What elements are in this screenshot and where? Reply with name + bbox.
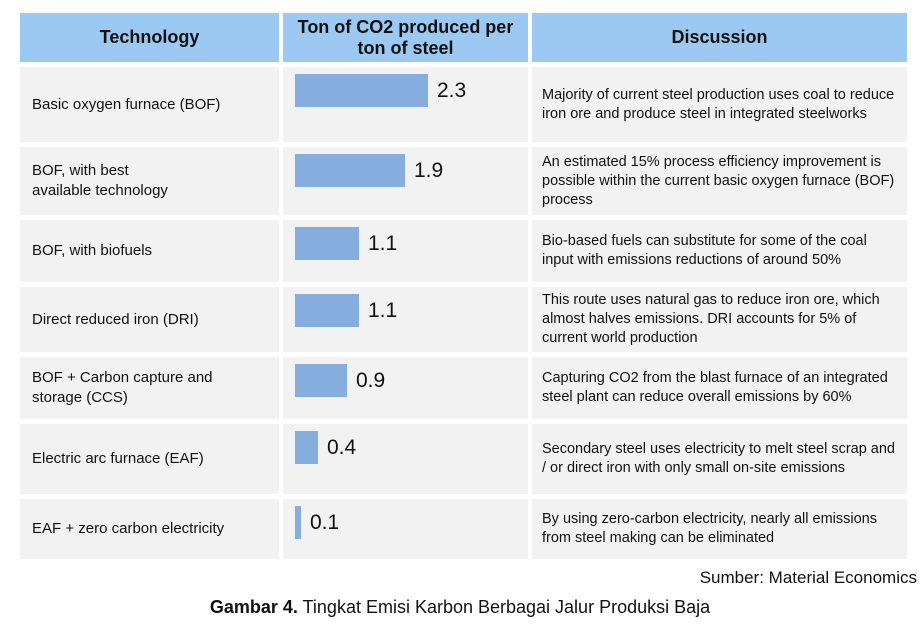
technology-label: BOF + Carbon capture and storage (CCS) <box>32 369 213 406</box>
technology-label: BOF, with biofuels <box>32 242 153 259</box>
table-row-discussion: Majority of current steel production use… <box>532 67 907 142</box>
header-cell-emissions: Ton of CO2 produced per ton of steel <box>283 13 528 62</box>
emission-bar <box>295 431 318 464</box>
bar-group: 1.9 <box>295 154 528 187</box>
technology-label: BOF, with best available technology <box>32 162 168 199</box>
emission-bar <box>295 227 359 260</box>
emission-bar <box>295 294 359 327</box>
emission-bar <box>295 364 347 397</box>
source-attribution: Sumber: Material Economics <box>699 568 917 587</box>
discussion-text: An estimated 15% process efficiency impr… <box>542 153 895 208</box>
table-row-technology: Basic oxygen furnace (BOF) <box>20 67 279 142</box>
bar-value-label: 1.9 <box>414 159 444 182</box>
table-row-technology: BOF, with biofuels <box>20 220 279 282</box>
technology-label: Electric arc furnace (EAF) <box>32 450 204 467</box>
table-row-bar-cell: 0.1 <box>283 499 528 559</box>
table-row-discussion: Secondary steel uses electricity to melt… <box>532 424 907 494</box>
technology-label: EAF + zero carbon electricity <box>32 520 225 537</box>
header-discussion-label: Discussion <box>671 27 768 47</box>
discussion-text: Bio-based fuels can substitute for some … <box>542 233 867 268</box>
bar-value-label: 0.9 <box>356 369 386 392</box>
bar-group: 0.4 <box>295 431 528 464</box>
discussion-text: Secondary steel uses electricity to melt… <box>542 441 895 476</box>
bar-group: 0.9 <box>295 364 528 397</box>
table-row-bar-cell: 1.1 <box>283 287 528 352</box>
emission-bar <box>295 74 428 107</box>
table-row-technology: BOF, with best available technology <box>20 147 279 215</box>
discussion-text: Majority of current steel production use… <box>542 86 895 122</box>
figure-caption: Gambar 4. Tingkat Emisi Karbon Berbagai … <box>0 597 920 618</box>
bar-group: 1.1 <box>295 227 528 260</box>
header-technology-label: Technology <box>99 27 200 47</box>
discussion-text: Capturing CO2 from the blast furnace of … <box>542 370 888 405</box>
table-row-bar-cell: 1.9 <box>283 147 528 215</box>
technology-label: Basic oxygen furnace (BOF) <box>32 95 221 113</box>
bar-value-label: 1.1 <box>368 232 398 255</box>
table-row-bar-cell: 0.9 <box>283 357 528 419</box>
discussion-text: By using zero-carbon electricity, nearly… <box>542 511 877 546</box>
discussion-text: This route uses natural gas to reduce ir… <box>542 292 880 346</box>
table-row-technology: EAF + zero carbon electricity <box>20 499 279 559</box>
emissions-table: Technology Ton of CO2 produced per ton o… <box>20 13 907 559</box>
bar-group: 0.1 <box>295 506 528 539</box>
figure-caption-number: Gambar 4. <box>209 597 298 617</box>
table-row-technology: Direct reduced iron (DRI) <box>20 287 279 352</box>
bar-group: 2.3 <box>295 74 528 107</box>
table-row-discussion: This route uses natural gas to reduce ir… <box>532 287 907 352</box>
table-row-bar-cell: 0.4 <box>283 424 528 494</box>
table-row-bar-cell: 2.3 <box>283 67 528 142</box>
table-row-technology: BOF + Carbon capture and storage (CCS) <box>20 357 279 419</box>
table-row-discussion: Bio-based fuels can substitute for some … <box>532 220 907 282</box>
header-emissions-label: Ton of CO2 produced per ton of steel <box>297 16 514 58</box>
bar-value-label: 0.1 <box>310 511 340 534</box>
bar-value-label: 0.4 <box>327 436 357 459</box>
bar-value-label: 1.1 <box>368 299 398 322</box>
header-cell-discussion: Discussion <box>532 13 907 62</box>
table-row-discussion: Capturing CO2 from the blast furnace of … <box>532 357 907 419</box>
bar-group: 1.1 <box>295 294 528 327</box>
emission-bar <box>295 154 405 187</box>
technology-label: Direct reduced iron (DRI) <box>32 310 199 328</box>
table-row-discussion: By using zero-carbon electricity, nearly… <box>532 499 907 559</box>
bar-value-label: 2.3 <box>437 79 467 102</box>
emission-bar <box>295 506 301 539</box>
figure-caption-title: Tingkat Emisi Karbon Berbagai Jalur Prod… <box>302 597 711 617</box>
table-row-bar-cell: 1.1 <box>283 220 528 282</box>
table-row-technology: Electric arc furnace (EAF) <box>20 424 279 494</box>
header-cell-technology: Technology <box>20 13 279 62</box>
table-row-discussion: An estimated 15% process efficiency impr… <box>532 147 907 215</box>
